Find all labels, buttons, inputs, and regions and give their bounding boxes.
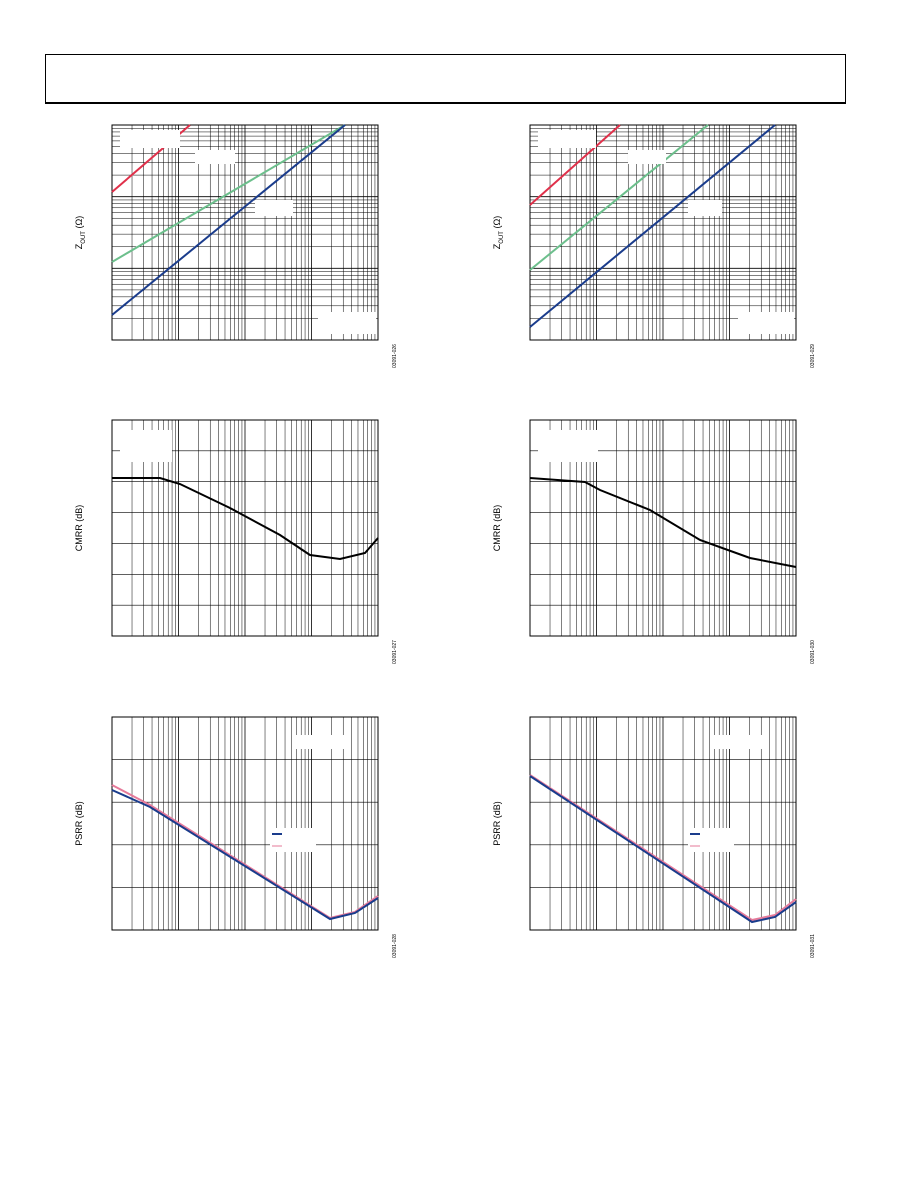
legend-box (120, 130, 180, 148)
curve (529, 124, 776, 328)
y-axis-label: ZOUT (Ω) (492, 216, 505, 249)
legend-box (538, 130, 596, 148)
legend-box (628, 150, 666, 164)
figure-code: 03091-027 (392, 640, 398, 664)
chart-panel: CMRR (dB) 03091-030 (492, 419, 816, 664)
plot-frame (111, 419, 379, 637)
legend-box (713, 735, 765, 749)
y-axis-label-part: (Ω) (74, 216, 84, 231)
y-axis-label-part: CMRR (dB) (492, 505, 502, 552)
y-axis-label: ZOUT (Ω) (74, 216, 87, 249)
chart-panel: PSRR (dB) 03091-028 (74, 716, 398, 958)
y-axis-label-part: PSRR (dB) (492, 801, 502, 846)
legend-box (688, 828, 734, 852)
y-axis-label-part: OUT (81, 231, 87, 244)
y-axis-label: PSRR (dB) (74, 801, 84, 846)
curve (529, 477, 797, 568)
chart-panel: ZOUT (Ω) 03091-026 (74, 124, 398, 368)
figure-code: 03091-028 (392, 934, 398, 958)
y-axis-label-part: (Ω) (492, 216, 502, 231)
curve (111, 124, 346, 316)
plot-frame (529, 419, 797, 637)
legend-box (270, 828, 316, 852)
legend-box (295, 735, 347, 749)
y-axis-label-part: Z (74, 243, 84, 249)
y-axis-label-part: OUT (499, 231, 505, 244)
figure-code: 03091-026 (392, 344, 398, 368)
y-axis-label-part: PSRR (dB) (74, 801, 84, 846)
legend-box (120, 430, 172, 462)
header-box (45, 54, 846, 104)
y-axis-label: PSRR (dB) (492, 801, 502, 846)
curve (529, 774, 797, 922)
legend-box (538, 430, 598, 462)
y-axis-label-part: Z (492, 243, 502, 249)
curve (529, 775, 797, 924)
y-axis-label: CMRR (dB) (74, 505, 84, 552)
curve (529, 124, 709, 271)
chart-panel: ZOUT (Ω) 03091-029 (492, 124, 816, 368)
curve (112, 477, 379, 561)
y-axis-label-part: CMRR (dB) (74, 505, 84, 552)
legend-box (688, 200, 722, 216)
figure-code: 03091-031 (810, 934, 816, 958)
chart-panel: PSRR (dB) 03091-031 (492, 716, 816, 958)
plot-frame (529, 716, 797, 931)
curve (111, 789, 379, 921)
curve (111, 124, 346, 263)
curve (529, 124, 621, 206)
legend-box (738, 312, 794, 334)
legend-box (195, 150, 235, 164)
figure-code: 03091-030 (810, 640, 816, 664)
legend-box (318, 312, 376, 334)
y-axis-label: CMRR (dB) (492, 505, 502, 552)
plot-frame (111, 716, 379, 931)
legend-box (255, 200, 293, 216)
figure-code: 03091-029 (810, 344, 816, 368)
chart-panel: CMRR (dB) 03091-027 (74, 419, 398, 664)
plot-frame (529, 124, 797, 341)
plot-frame (111, 124, 379, 341)
